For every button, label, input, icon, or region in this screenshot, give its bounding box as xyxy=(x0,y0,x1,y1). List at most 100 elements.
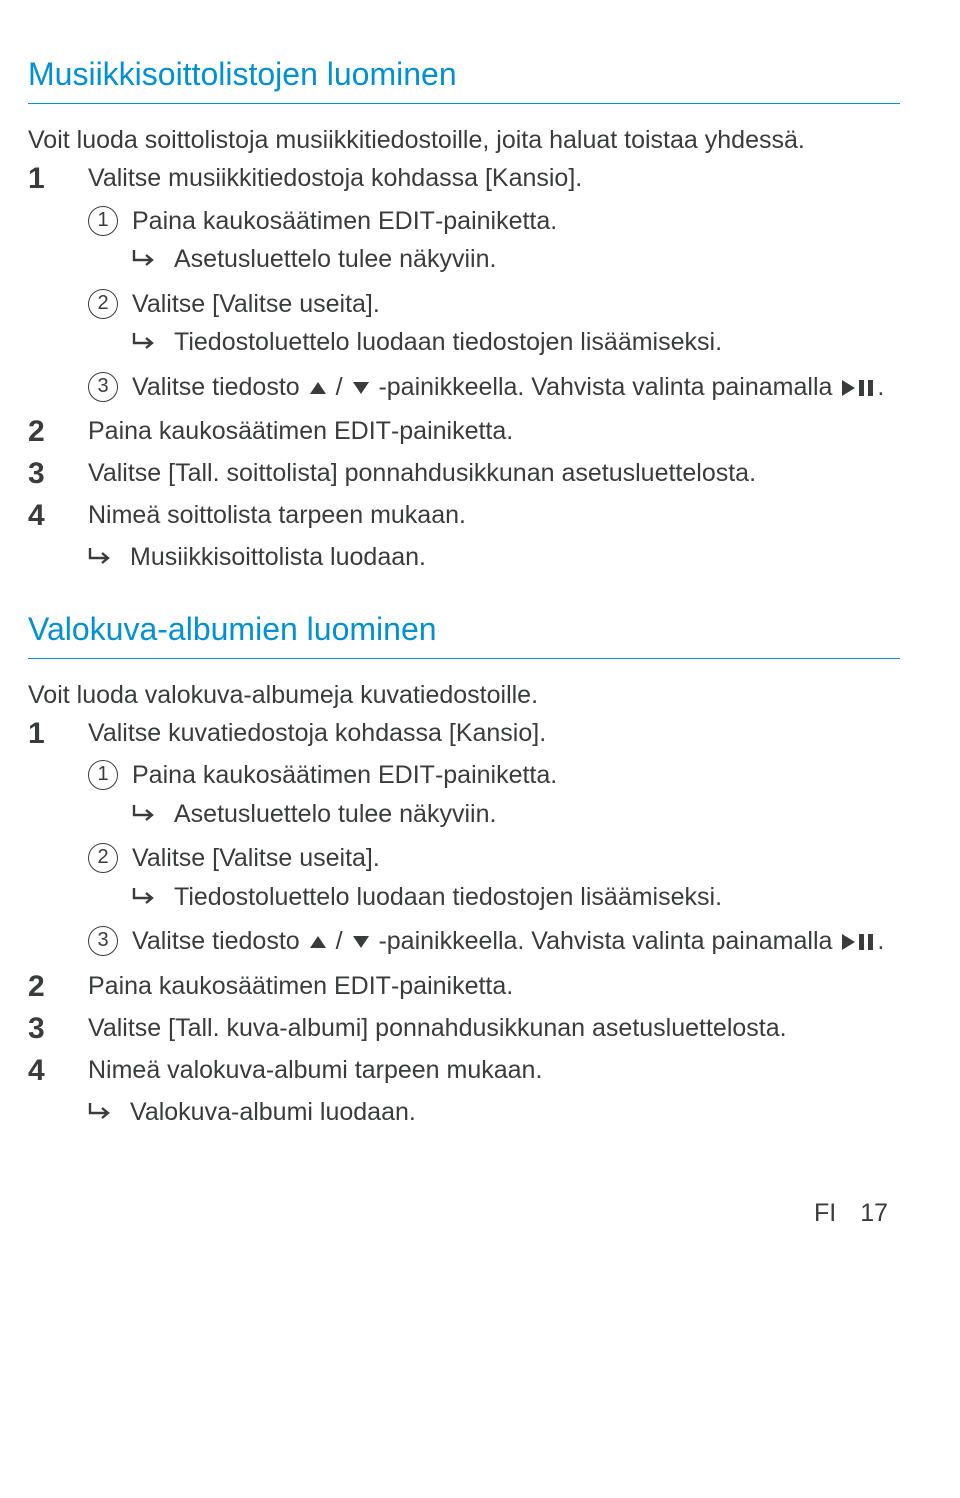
result-arrow-icon xyxy=(132,888,158,904)
page-footer: FI 17 xyxy=(28,1199,900,1228)
step-text: Valitse [Tall. soittolista] ponnahdusikk… xyxy=(88,456,900,491)
up-triangle-icon xyxy=(309,935,327,949)
step-text-bold: EDIT xyxy=(334,417,391,445)
slash-separator: / xyxy=(336,373,350,401)
result-arrow-icon xyxy=(132,333,158,349)
sub-step-text: Valitse tiedosto / -painikkeella. Vahvis… xyxy=(132,370,900,405)
section-intro: Voit luoda soittolistoja musiikkitiedost… xyxy=(28,126,900,155)
step-number: 2 xyxy=(28,969,88,1005)
sub-text-pre: Paina kaukosäätimen xyxy=(132,207,378,235)
result-row: Tiedostoluettelo luodaan tiedostojen lis… xyxy=(132,880,900,915)
sub-step-number-circle: 1 xyxy=(88,206,118,236)
section-intro: Voit luoda valokuva-albumeja kuvatiedost… xyxy=(28,681,900,710)
step-text-bold: [Tall. soittolista] xyxy=(168,459,338,487)
step-text-bold: [Kansio] xyxy=(449,719,539,747)
result-arrow-icon xyxy=(132,250,158,266)
step-text: Valitse [Tall. kuva-albumi] ponnahdusikk… xyxy=(88,1011,900,1046)
section-music-playlists: Musiikkisoittolistojen luominen Voit luo… xyxy=(28,56,900,575)
result-row: Asetusluettelo tulee näkyviin. xyxy=(132,797,900,832)
sub-text-pre: Valitse xyxy=(132,290,212,318)
step-row: 4 Nimeä soittolista tarpeen mukaan. xyxy=(28,498,900,534)
step-row: 2 Paina kaukosäätimen EDIT-painiketta. xyxy=(28,969,900,1005)
footer-language: FI xyxy=(814,1199,836,1228)
play-pause-icon xyxy=(841,933,875,951)
step-text-pre: Paina kaukosäätimen xyxy=(88,972,334,1000)
sub-step-row: 3 Valitse tiedosto / -painikkeella. Vahv… xyxy=(88,924,900,959)
step-text-pre: Paina kaukosäätimen xyxy=(88,417,334,445)
sub-step-number-circle: 1 xyxy=(88,760,118,790)
section-photo-albums: Valokuva-albumien luominen Voit luoda va… xyxy=(28,611,900,1130)
step-number: 3 xyxy=(28,456,88,492)
sub-step-text: Paina kaukosäätimen EDIT-painiketta. xyxy=(132,204,900,239)
sub-text-pre: Valitse tiedosto xyxy=(132,927,307,955)
step-text-bold: [Kansio] xyxy=(485,164,575,192)
result-text: Musiikkisoittolista luodaan. xyxy=(130,540,426,575)
step-text: Valitse musiikkitiedostoja kohdassa [Kan… xyxy=(88,161,900,408)
step-text-post: . xyxy=(575,164,582,192)
sub-step-text: Valitse tiedosto / -painikkeella. Vahvis… xyxy=(132,924,900,959)
step-row: 1 Valitse musiikkitiedostoja kohdassa [K… xyxy=(28,161,900,408)
step-text-pre: Valitse kuvatiedostoja kohdassa xyxy=(88,719,449,747)
step-number: 3 xyxy=(28,1011,88,1047)
sub-step-number-circle: 3 xyxy=(88,372,118,402)
section-title: Valokuva-albumien luominen xyxy=(28,611,900,648)
step-text-pre: Valitse musiikkitiedostoja kohdassa xyxy=(88,164,485,192)
sub-step-row: 1 Paina kaukosäätimen EDIT-painiketta. xyxy=(88,758,900,793)
sub-text-post: . xyxy=(877,373,884,401)
section-divider xyxy=(28,658,900,659)
result-arrow-icon xyxy=(88,1103,114,1119)
sub-step-row: 3 Valitse tiedosto / -painikkeella. Vahv… xyxy=(88,370,900,405)
sub-text-bold: [Valitse useita] xyxy=(212,290,373,318)
step-number: 1 xyxy=(28,161,88,197)
sub-text-mid: -painikkeella. Vahvista valinta painamal… xyxy=(378,373,839,401)
sub-step-list: 1 Paina kaukosäätimen EDIT-painiketta. A… xyxy=(88,758,900,959)
sub-text-pre: Valitse xyxy=(132,844,212,872)
step-list: 1 Valitse kuvatiedostoja kohdassa [Kansi… xyxy=(28,716,900,1130)
result-arrow-icon xyxy=(88,548,114,564)
sub-text-bold: [Valitse useita] xyxy=(212,844,373,872)
sub-step-text: Valitse [Valitse useita]. xyxy=(132,287,900,322)
step-text-post: . xyxy=(539,719,546,747)
step-text-bold: EDIT xyxy=(334,972,391,1000)
step-text-pre: Valitse xyxy=(88,459,168,487)
section-title: Musiikkisoittolistojen luominen xyxy=(28,56,900,93)
play-pause-icon xyxy=(841,379,875,397)
step-text-post: ponnahdusikkunan asetusluettelosta. xyxy=(368,1014,786,1042)
step-text-pre: Nimeä valokuva-albumi tarpeen mukaan. xyxy=(88,1056,542,1084)
step-text-pre: Valitse xyxy=(88,1014,168,1042)
up-triangle-icon xyxy=(309,381,327,395)
result-text: Tiedostoluettelo luodaan tiedostojen lis… xyxy=(174,325,722,360)
result-text: Valokuva-albumi luodaan. xyxy=(130,1095,416,1130)
step-text: Valitse kuvatiedostoja kohdassa [Kansio]… xyxy=(88,716,900,963)
down-triangle-icon xyxy=(352,935,370,949)
sub-step-text: Valitse [Valitse useita]. xyxy=(132,841,900,876)
step-row: 1 Valitse kuvatiedostoja kohdassa [Kansi… xyxy=(28,716,900,963)
result-text: Asetusluettelo tulee näkyviin. xyxy=(174,797,496,832)
sub-text-pre: Paina kaukosäätimen xyxy=(132,761,378,789)
step-row: 2 Paina kaukosäätimen EDIT-painiketta. xyxy=(28,414,900,450)
sub-text-bold: EDIT xyxy=(378,761,435,789)
footer-page-number: 17 xyxy=(860,1199,888,1228)
result-row: Asetusluettelo tulee näkyviin. xyxy=(132,242,900,277)
sub-text-post: -painiketta. xyxy=(435,207,557,235)
sub-step-number-circle: 3 xyxy=(88,926,118,956)
step-text-bold: [Tall. kuva-albumi] xyxy=(168,1014,368,1042)
sub-step-row: 2 Valitse [Valitse useita]. xyxy=(88,841,900,876)
sub-step-number-circle: 2 xyxy=(88,289,118,319)
result-row: Musiikkisoittolista luodaan. xyxy=(88,540,900,575)
sub-text-mid: -painikkeella. Vahvista valinta painamal… xyxy=(378,927,839,955)
step-row: 4 Nimeä valokuva-albumi tarpeen mukaan. xyxy=(28,1053,900,1089)
sub-step-row: 1 Paina kaukosäätimen EDIT-painiketta. xyxy=(88,204,900,239)
step-number: 2 xyxy=(28,414,88,450)
step-list: 1 Valitse musiikkitiedostoja kohdassa [K… xyxy=(28,161,900,575)
section-divider xyxy=(28,103,900,104)
sub-step-row: 2 Valitse [Valitse useita]. xyxy=(88,287,900,322)
step-text: Paina kaukosäätimen EDIT-painiketta. xyxy=(88,969,900,1004)
sub-step-list: 1 Paina kaukosäätimen EDIT-painiketta. A… xyxy=(88,204,900,405)
sub-text-bold: EDIT xyxy=(378,207,435,235)
sub-step-text: Paina kaukosäätimen EDIT-painiketta. xyxy=(132,758,900,793)
sub-text-pre: Valitse tiedosto xyxy=(132,373,307,401)
step-number: 1 xyxy=(28,716,88,752)
slash-separator: / xyxy=(336,927,350,955)
sub-text-post: . xyxy=(373,844,380,872)
